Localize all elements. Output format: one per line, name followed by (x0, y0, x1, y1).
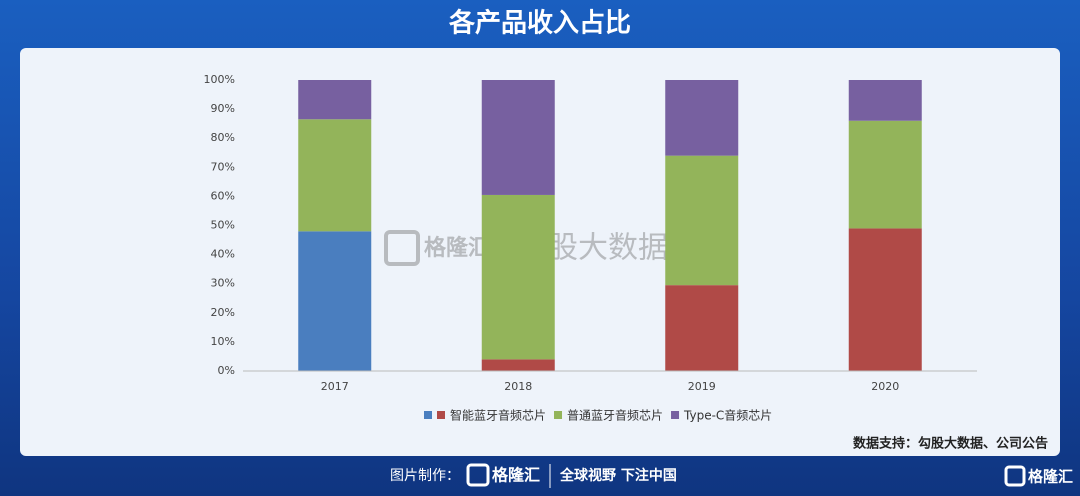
y-tick-label: 70% (211, 160, 235, 173)
bar-segment (848, 120, 922, 229)
y-tick-label: 60% (211, 189, 235, 202)
y-tick-label: 30% (211, 277, 235, 290)
watermark-logo (384, 230, 420, 266)
bar-segment (848, 228, 922, 371)
legend-label: Type-C音频芯片 (683, 408, 772, 423)
footer-slogan: 全球视野 下注中国 (559, 467, 677, 484)
y-tick-label: 40% (211, 248, 235, 261)
legend-swatch (437, 411, 445, 419)
corner-logo (1004, 465, 1026, 487)
bar-segment (665, 155, 739, 286)
bar-segment (481, 80, 555, 195)
footer-brand: 格隆汇 (492, 466, 540, 485)
bar-segment (298, 119, 372, 232)
x-tick-label: 2018 (504, 380, 532, 393)
bar-segment (665, 80, 739, 156)
legend-swatch (424, 411, 432, 419)
watermark-brand: 格隆汇 (424, 235, 490, 261)
y-tick-label: 100% (204, 73, 235, 86)
y-tick-label: 10% (211, 335, 235, 348)
y-tick-label: 80% (211, 131, 235, 144)
y-tick-label: 90% (211, 102, 235, 115)
legend-label: 智能蓝牙音频芯片 (450, 408, 546, 423)
y-tick-label: 0% (218, 364, 235, 377)
legend-swatch (554, 411, 563, 419)
footer-logo (466, 463, 490, 487)
bar-segment (848, 80, 922, 121)
y-tick-label: 20% (211, 306, 235, 319)
source: 数据支持：勾股大数据、公司公告 (853, 436, 1048, 452)
bar-segment (481, 359, 555, 371)
legend-label: 普通蓝牙音频芯片 (567, 408, 663, 423)
legend-swatch (671, 411, 680, 419)
chart-title: 各产品收入占比 (448, 8, 631, 39)
x-tick-label: 2020 (871, 380, 899, 393)
x-tick-label: 2019 (688, 380, 716, 393)
bar-segment (665, 285, 739, 371)
bar-segment (481, 194, 555, 360)
corner-brand: 格隆汇 (1028, 468, 1073, 486)
bar-segment (298, 231, 372, 371)
x-tick-label: 2017 (321, 380, 349, 393)
y-tick-label: 50% (211, 219, 235, 232)
bar-segment (298, 80, 372, 120)
footer-label: 图片制作： (390, 468, 460, 484)
